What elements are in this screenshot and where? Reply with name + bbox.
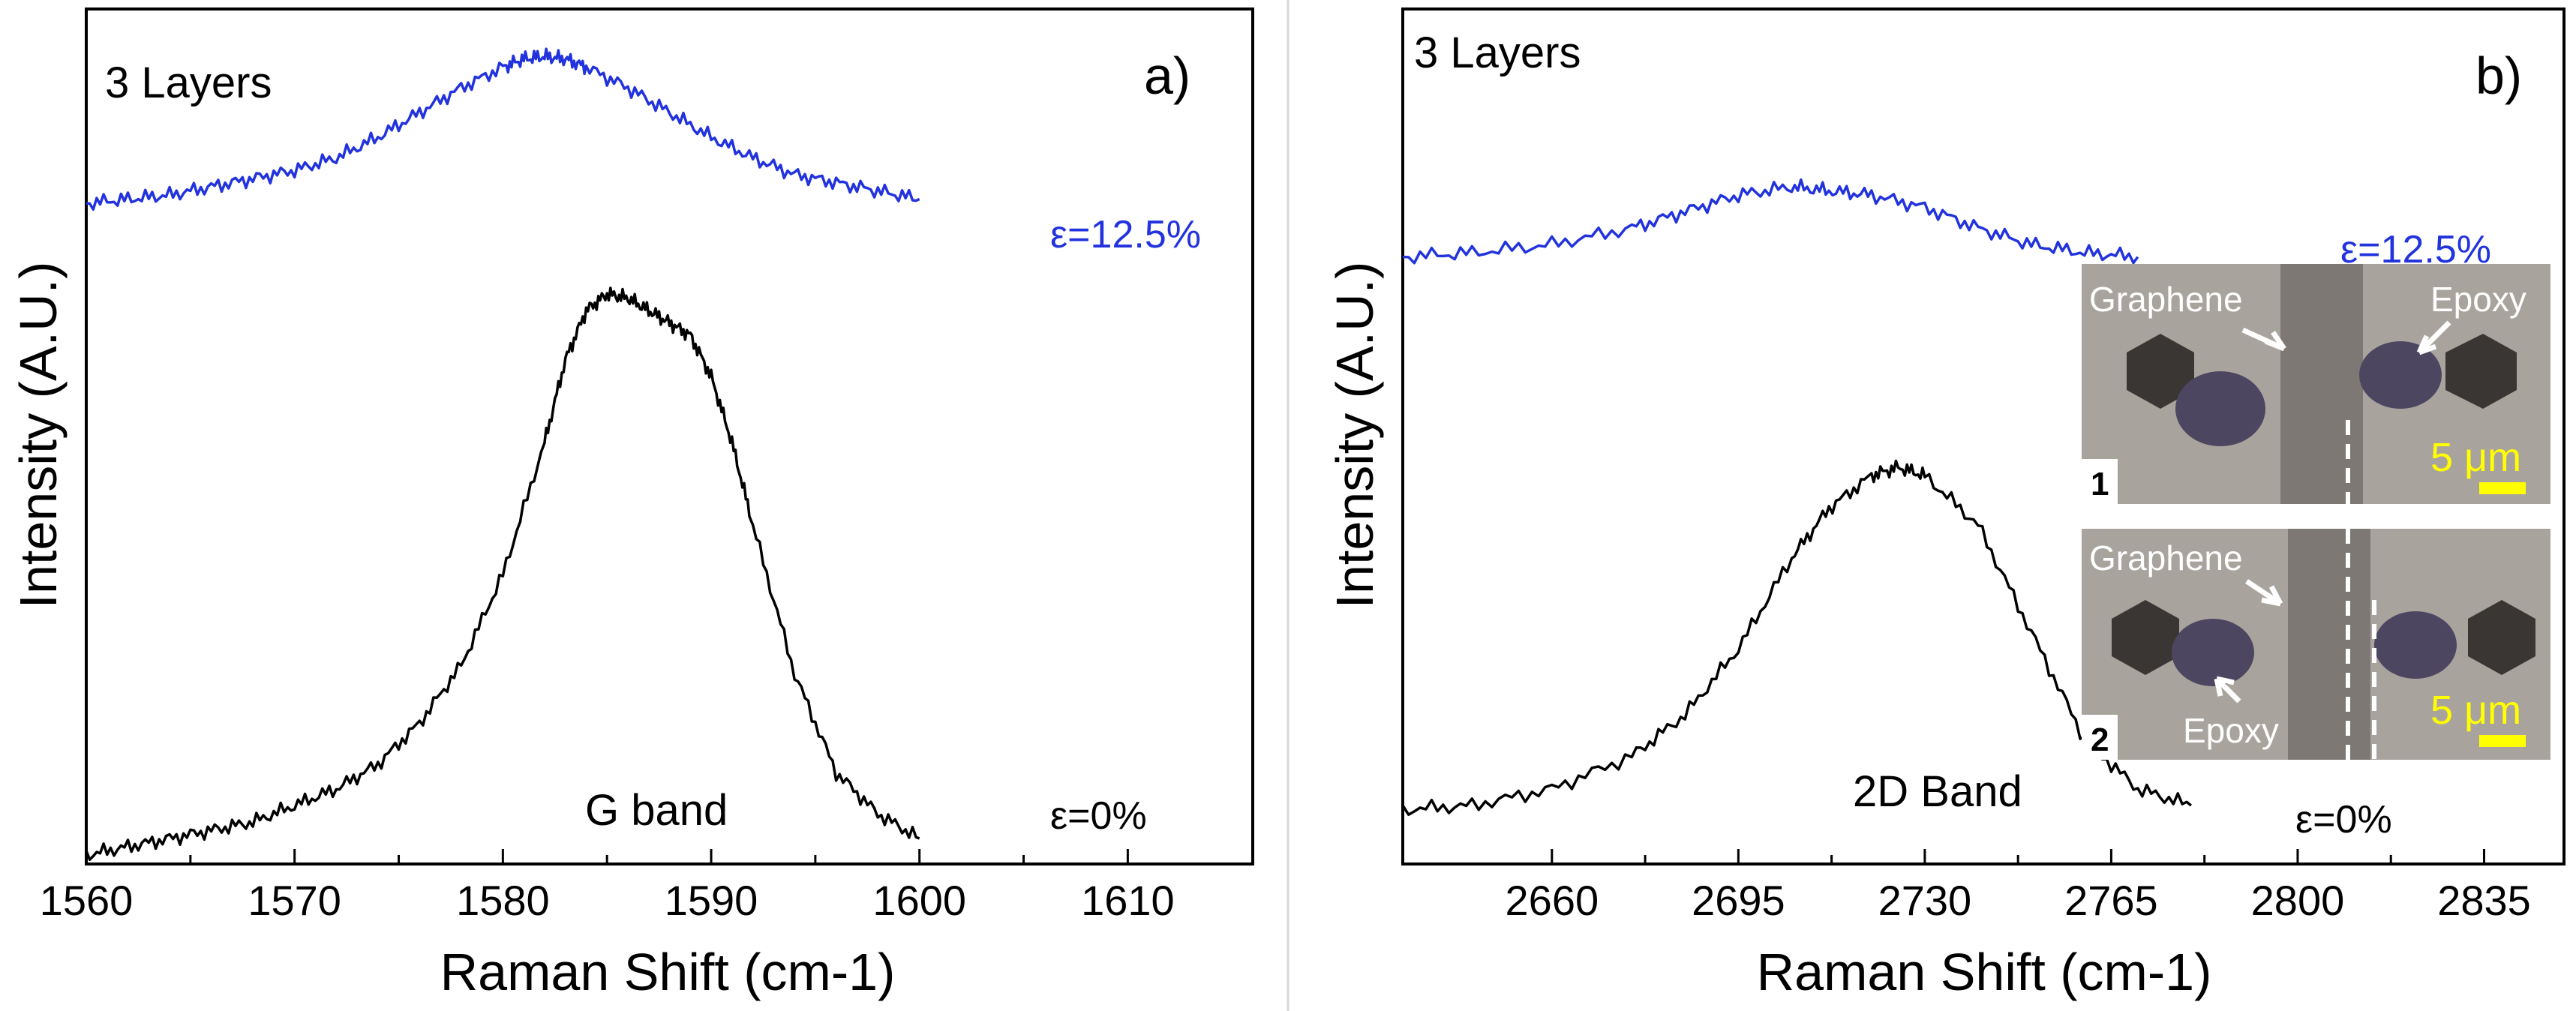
panel-b-layer-label: 3 Layers — [1414, 28, 1581, 77]
panel-b-x-axis-label: Raman Shift (cm-1) — [1757, 943, 2212, 1001]
panel-a-band-label: G band — [585, 786, 728, 835]
x-tick-label: 1570 — [248, 877, 341, 924]
panel-b-y-axis-label: Intensity (A.U.) — [1326, 262, 1384, 609]
panel-b: 2660 2695 2730 2765 2800 2835 3 Layers b) ε=1… — [1326, 8, 2565, 1001]
inset-1-gap — [2280, 264, 2363, 504]
inset-2-graphene-label: Graphene — [2089, 538, 2243, 578]
x-tick-label: 2800 — [2251, 877, 2345, 924]
inset-panel-2: Graphene Epoxy 2 5 μm — [2082, 529, 2550, 760]
inset-1-number-box — [2082, 459, 2118, 504]
inset-2-arrow-graphene-icon — [2245, 579, 2283, 607]
panel-a-series-strained-line — [86, 47, 920, 211]
x-tick-label: 2835 — [2437, 877, 2531, 924]
inset-2-scale-label: 5 μm — [2430, 688, 2521, 733]
panel-a-strain-label-strained: ε=12.5% — [1050, 213, 1201, 256]
inset-2-epoxy-left — [2172, 619, 2254, 686]
panel-b-x-ticks — [1551, 849, 2485, 864]
inset-1-scale-bar — [2479, 482, 2526, 494]
panel-a-x-ticks — [85, 849, 1129, 864]
panel-b-plot-frame — [1401, 8, 2565, 866]
panel-a-x-tick-labels: 1560 1570 1580 1590 1600 1610 — [40, 877, 1175, 924]
inset-1-hole-right — [2445, 334, 2517, 409]
panel-b-x-tick-labels: 2660 2695 2730 2765 2800 2835 — [1506, 877, 2531, 924]
x-tick-label: 1600 — [872, 877, 966, 924]
panel-a-layer-label: 3 Layers — [105, 58, 272, 107]
x-tick-label: 2695 — [1692, 877, 1785, 924]
inset-2-epoxy-label: Epoxy — [2183, 711, 2279, 750]
inset-2-epoxy-right — [2374, 611, 2457, 679]
x-tick-label: 2660 — [1506, 877, 1599, 924]
x-tick-label: 1610 — [1081, 877, 1175, 924]
inset-1-scale-label: 5 μm — [2430, 435, 2521, 480]
inset-2-gap — [2288, 529, 2370, 760]
panel-b-series-strained-line — [1402, 178, 2139, 265]
inset-2-hole-right — [2468, 600, 2535, 675]
inset-1-number: 1 — [2091, 466, 2109, 502]
panel-a: 1560 1570 1580 1590 1600 1610 3 Layers a) ε=1… — [9, 8, 1254, 1001]
inset-1-graphene-label: Graphene — [2089, 280, 2243, 319]
x-tick-label: 2730 — [1878, 877, 1972, 924]
x-tick-label: 1590 — [665, 877, 758, 924]
panel-a-x-axis-label: Raman Shift (cm-1) — [440, 943, 896, 1001]
x-tick-label: 2765 — [2064, 877, 2158, 924]
panel-a-series-unstrained-line — [85, 286, 920, 861]
panel-a-y-axis-label: Intensity (A.U.) — [9, 262, 68, 609]
panel-b-series-unstrained-line — [1401, 459, 2192, 816]
panel-a-panel-label: a) — [1144, 46, 1190, 105]
inset-panel-1: Graphene Epoxy 1 5 μm — [2082, 264, 2550, 504]
inset-1-hole-left — [2127, 334, 2194, 409]
inset-2-number: 2 — [2091, 722, 2109, 758]
panel-b-band-label: 2D Band — [1853, 767, 2022, 816]
panel-a-plot-frame — [85, 8, 1254, 866]
panel-b-strain-label-unstrained: ε=0% — [2295, 798, 2392, 842]
inset-2-hole-left — [2112, 600, 2179, 675]
x-tick-label: 1580 — [456, 877, 550, 924]
inset-1-epoxy-right — [2359, 341, 2442, 409]
inset-1-arrow-epoxy-icon — [2416, 320, 2451, 356]
inset-2-scale-bar — [2479, 735, 2526, 747]
inset-1-epoxy-left — [2175, 371, 2265, 446]
panel-b-panel-label: b) — [2475, 46, 2522, 105]
inset-1-epoxy-label: Epoxy — [2430, 280, 2526, 319]
panel-b-inset-micrographs: Graphene Epoxy 1 5 μm Graphene — [2082, 264, 2550, 760]
inset-2-arrow-epoxy-icon — [2214, 676, 2241, 704]
x-tick-label: 1560 — [40, 877, 134, 924]
inset-1-arrow-graphene-icon — [2241, 327, 2286, 352]
inset-2-number-box — [2082, 715, 2118, 760]
panel-a-strain-label-unstrained: ε=0% — [1050, 794, 1147, 838]
